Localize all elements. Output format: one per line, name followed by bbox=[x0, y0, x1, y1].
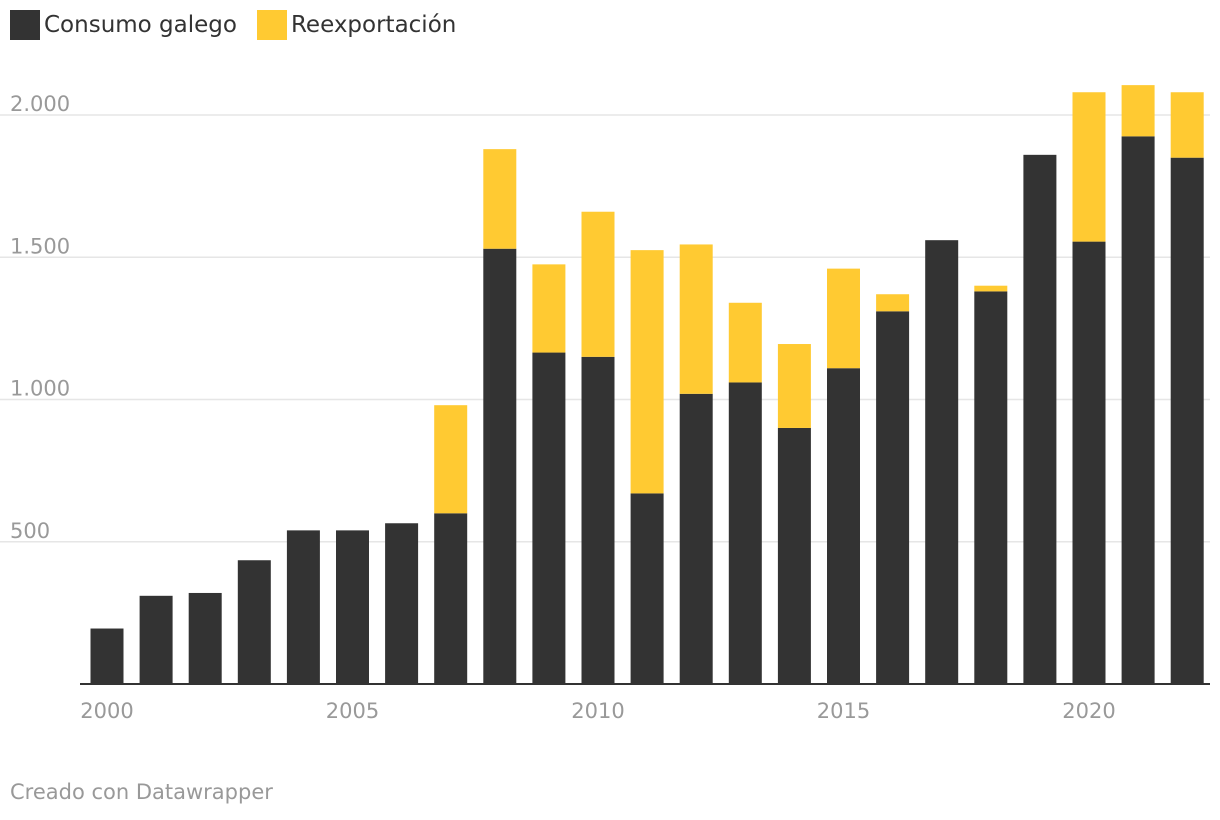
bar-2014-consumo-galego bbox=[777, 427, 811, 684]
bar-2016-reexportacion bbox=[876, 294, 910, 312]
bar-2007-consumo-galego bbox=[434, 513, 468, 684]
bar-2009-reexportacion bbox=[532, 264, 566, 353]
legend-label-reexportacion: Reexportación bbox=[290, 12, 457, 38]
bar-2018-consumo-galego bbox=[974, 291, 1008, 684]
bar-2015-reexportacion bbox=[827, 268, 860, 369]
bar-2015-consumo-galego bbox=[827, 368, 860, 684]
x-tick-label: 2015 bbox=[817, 699, 870, 723]
bar-2000-consumo-galego bbox=[90, 628, 124, 684]
legend-label-consumo-galego: Consumo galego bbox=[44, 12, 237, 38]
bar-2010-reexportacion bbox=[581, 211, 615, 357]
bar-2022-consumo-galego bbox=[1170, 157, 1204, 685]
bar-2021-consumo-galego bbox=[1121, 136, 1155, 684]
bar-2022-reexportacion bbox=[1170, 92, 1204, 158]
bar-2012-consumo-galego bbox=[679, 393, 713, 684]
bar-2008-reexportacion bbox=[483, 149, 517, 249]
stacked-bar-chart: 500 1.000 1.500 2.000 2000 2005 2010 2015 2020 bbox=[0, 85, 1210, 723]
bar-2013-consumo-galego bbox=[728, 382, 762, 684]
bar-2021-reexportacion bbox=[1121, 85, 1155, 137]
bar-2017-consumo-galego bbox=[925, 240, 959, 684]
legend-swatch-reexportacion bbox=[256, 10, 287, 40]
bar-2003-consumo-galego bbox=[237, 560, 271, 684]
bar-2019-consumo-galego bbox=[1023, 154, 1057, 684]
x-tick-label: 2005 bbox=[326, 699, 379, 723]
x-tick-label: 2000 bbox=[80, 699, 133, 723]
y-tick-label: 500 bbox=[10, 519, 50, 543]
y-tick-label: 1.500 bbox=[10, 234, 70, 258]
x-tick-label: 2020 bbox=[1062, 699, 1115, 723]
bar-2004-consumo-galego bbox=[286, 530, 320, 684]
legend-swatch-consumo-galego bbox=[10, 10, 40, 40]
x-tick-label: 2010 bbox=[571, 699, 624, 723]
bar-2013-reexportacion bbox=[728, 302, 762, 383]
bar-2020-reexportacion bbox=[1072, 92, 1106, 242]
bar-2001-consumo-galego bbox=[139, 595, 173, 684]
bar-2011-reexportacion bbox=[630, 250, 664, 494]
bar-2006-consumo-galego bbox=[385, 523, 419, 684]
legend: Consumo galego Reexportación bbox=[10, 10, 476, 40]
bar-2009-consumo-galego bbox=[532, 352, 566, 684]
legend-item-consumo-galego: Consumo galego bbox=[10, 10, 237, 40]
bar-2020-consumo-galego bbox=[1072, 241, 1106, 685]
bar-2012-reexportacion bbox=[679, 244, 713, 394]
bar-2002-consumo-galego bbox=[188, 592, 222, 684]
bar-2014-reexportacion bbox=[777, 344, 811, 428]
bar-2010-consumo-galego bbox=[581, 356, 615, 684]
bar-2005-consumo-galego bbox=[336, 530, 369, 684]
footer-credit: Creado con Datawrapper bbox=[10, 780, 273, 804]
y-tick-label: 2.000 bbox=[10, 92, 70, 116]
legend-item-reexportacion: Reexportación bbox=[256, 10, 457, 40]
bar-2008-consumo-galego bbox=[483, 248, 517, 684]
bar-2011-consumo-galego bbox=[630, 493, 664, 684]
y-tick-label: 1.000 bbox=[10, 377, 70, 401]
bar-2007-reexportacion bbox=[434, 405, 468, 514]
bar-2016-consumo-galego bbox=[876, 311, 910, 684]
bar-2018-reexportacion bbox=[974, 285, 1008, 292]
